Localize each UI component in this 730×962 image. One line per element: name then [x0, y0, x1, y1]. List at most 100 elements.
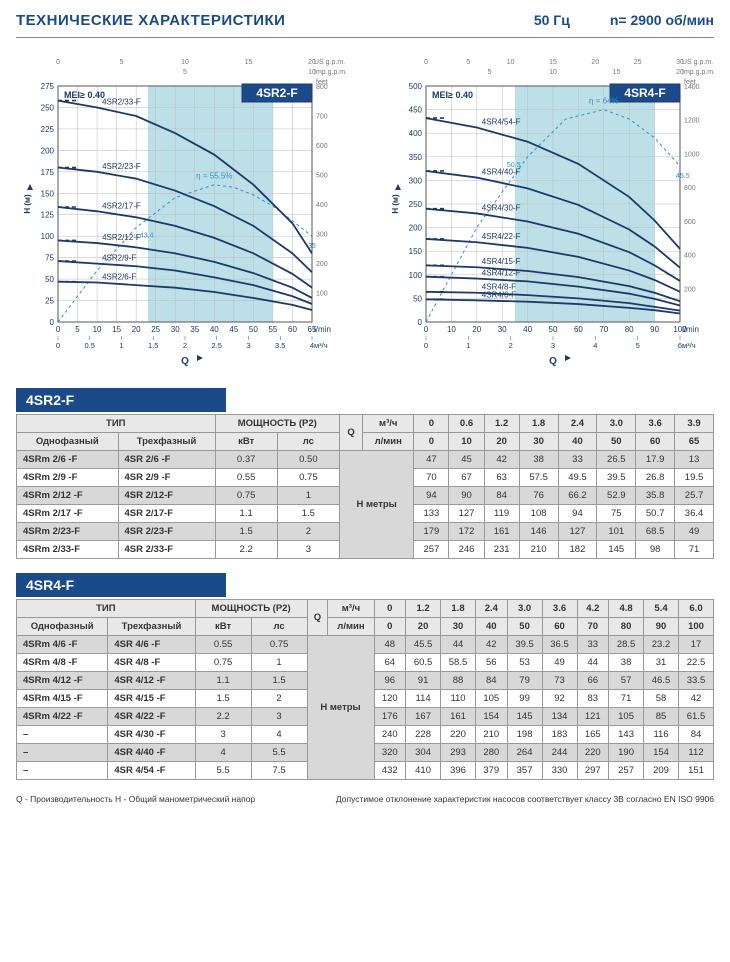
cell-value: 143: [609, 726, 644, 744]
header-freq: 50 Гц: [534, 12, 570, 28]
cell-value: 35.8: [636, 487, 675, 505]
cell-model-three: 4SR 2/12-F: [118, 487, 215, 505]
cell-value: 36.5: [542, 636, 577, 654]
svg-text:10: 10: [549, 69, 557, 76]
cell-value: 85: [644, 708, 679, 726]
cell-model-single: 4SRm 4/22 -F: [17, 708, 108, 726]
cell-value: 47: [414, 451, 449, 469]
col-lmin-val: 0: [374, 618, 406, 636]
cell-value: 110: [441, 690, 476, 708]
col-lmin-val: 30: [441, 618, 476, 636]
cell-value: 220: [577, 744, 609, 762]
cell-value: 49: [542, 654, 577, 672]
cell-value: 48: [374, 636, 406, 654]
curve-label: 4SR4/12-F: [482, 269, 521, 278]
data-table: ТИП МОЩНОСТЬ (P2) Q м³/ч00.61.21.82.43.0…: [16, 414, 714, 559]
cell-model-three: 4SR 4/12 -F: [108, 672, 195, 690]
page-title: ТЕХНИЧЕСКИЕ ХАРАКТЕРИСТИКИ: [16, 12, 285, 29]
svg-text:45.5: 45.5: [676, 173, 690, 180]
cell-hp: 5.5: [251, 744, 307, 762]
cell-value: 45.5: [406, 636, 441, 654]
svg-text:0: 0: [424, 59, 428, 66]
cell-value: 28.5: [609, 636, 644, 654]
col-lmin-val: 100: [679, 618, 714, 636]
col-lmin-val: 20: [406, 618, 441, 636]
cell-value: 112: [679, 744, 714, 762]
cell-value: 64: [374, 654, 406, 672]
cell-value: 33: [577, 636, 609, 654]
svg-text:3.5: 3.5: [275, 341, 285, 350]
svg-text:450: 450: [409, 106, 423, 115]
cell-kw: 1.5: [215, 523, 277, 541]
curve-label: 4SR2/17-F: [102, 201, 141, 210]
cell-value: 410: [406, 762, 441, 780]
curve-label: 4SR4/6-F: [482, 290, 516, 299]
cell-value: 116: [644, 726, 679, 744]
svg-text:600: 600: [316, 143, 328, 150]
col-lmin-val: 65: [675, 433, 714, 451]
cell-model-single: 4SRm 2/6 -F: [17, 451, 119, 469]
cell-value: 84: [484, 487, 519, 505]
cell-value: 220: [441, 726, 476, 744]
cell-model-single: –: [17, 762, 108, 780]
svg-text:40: 40: [523, 325, 532, 334]
col-lmin-val: 50: [507, 618, 542, 636]
cell-value: 58.5: [441, 654, 476, 672]
svg-text:25: 25: [151, 325, 160, 334]
svg-text:75: 75: [45, 254, 54, 263]
cell-value: 38: [609, 654, 644, 672]
cell-value: 17: [679, 636, 714, 654]
footnote-right: Допустимое отклонение характеристик насо…: [336, 794, 714, 804]
svg-text:350: 350: [409, 153, 423, 162]
cell-value: 39.5: [597, 469, 636, 487]
footnotes: Q - Производительность H - Общий маномет…: [16, 794, 714, 804]
cell-value: 134: [542, 708, 577, 726]
cell-value: 52.9: [597, 487, 636, 505]
col-q: Q: [307, 600, 328, 636]
efficiency-peak-label: η = 55.5%: [196, 172, 232, 181]
cell-value: 70: [414, 469, 449, 487]
col-lmin-val: 0: [414, 433, 449, 451]
cell-hp: 4: [251, 726, 307, 744]
col-lmin-label: л/мин: [328, 618, 374, 636]
table-section-4sr4f: 4SR4-F ТИП МОЩНОСТЬ (P2) Q м³/ч01.21.82.…: [16, 573, 714, 780]
svg-text:Imp.g.p.m.: Imp.g.p.m.: [682, 69, 714, 76]
cell-value: 71: [675, 541, 714, 559]
svg-text:500: 500: [409, 82, 423, 91]
cell-value: 53: [507, 654, 542, 672]
cell-value: 26.5: [597, 451, 636, 469]
svg-text:200: 200: [316, 261, 328, 268]
cell-value: 210: [476, 726, 508, 744]
cell-value: 165: [577, 726, 609, 744]
cell-value: 114: [406, 690, 441, 708]
cell-hp: 0.75: [277, 469, 339, 487]
svg-text:feet: feet: [316, 79, 328, 86]
svg-text:43.4: 43.4: [140, 233, 154, 240]
cell-kw: 2.2: [195, 708, 251, 726]
cell-value: 293: [441, 744, 476, 762]
cell-value: 244: [542, 744, 577, 762]
cell-value: 154: [644, 744, 679, 762]
col-m3h-label: м³/ч: [363, 415, 414, 433]
col-lmin-val: 80: [609, 618, 644, 636]
cell-value: 67: [449, 469, 484, 487]
svg-text:2: 2: [509, 341, 513, 350]
cell-value: 39.5: [507, 636, 542, 654]
curve-label: 4SR2/6-F: [102, 273, 136, 282]
svg-text:5: 5: [183, 69, 187, 76]
cell-value: 133: [414, 505, 449, 523]
cell-model-three: 4SR 4/8 -F: [108, 654, 195, 672]
svg-text:H (м): H (м): [23, 194, 32, 214]
svg-text:100: 100: [409, 271, 423, 280]
svg-text:4SR2-F: 4SR2-F: [256, 86, 297, 100]
cell-value: 105: [609, 708, 644, 726]
cell-value: 179: [414, 523, 449, 541]
svg-text:Q: Q: [181, 356, 189, 367]
col-type: ТИП: [17, 600, 196, 618]
cell-value: 50.7: [636, 505, 675, 523]
cell-model-single: 4SRm 4/8 -F: [17, 654, 108, 672]
svg-text:275: 275: [41, 82, 55, 91]
cell-value: 73: [542, 672, 577, 690]
curve-label: 4SR2/33-F: [102, 97, 141, 106]
col-m3h-val: 1.2: [406, 600, 441, 618]
